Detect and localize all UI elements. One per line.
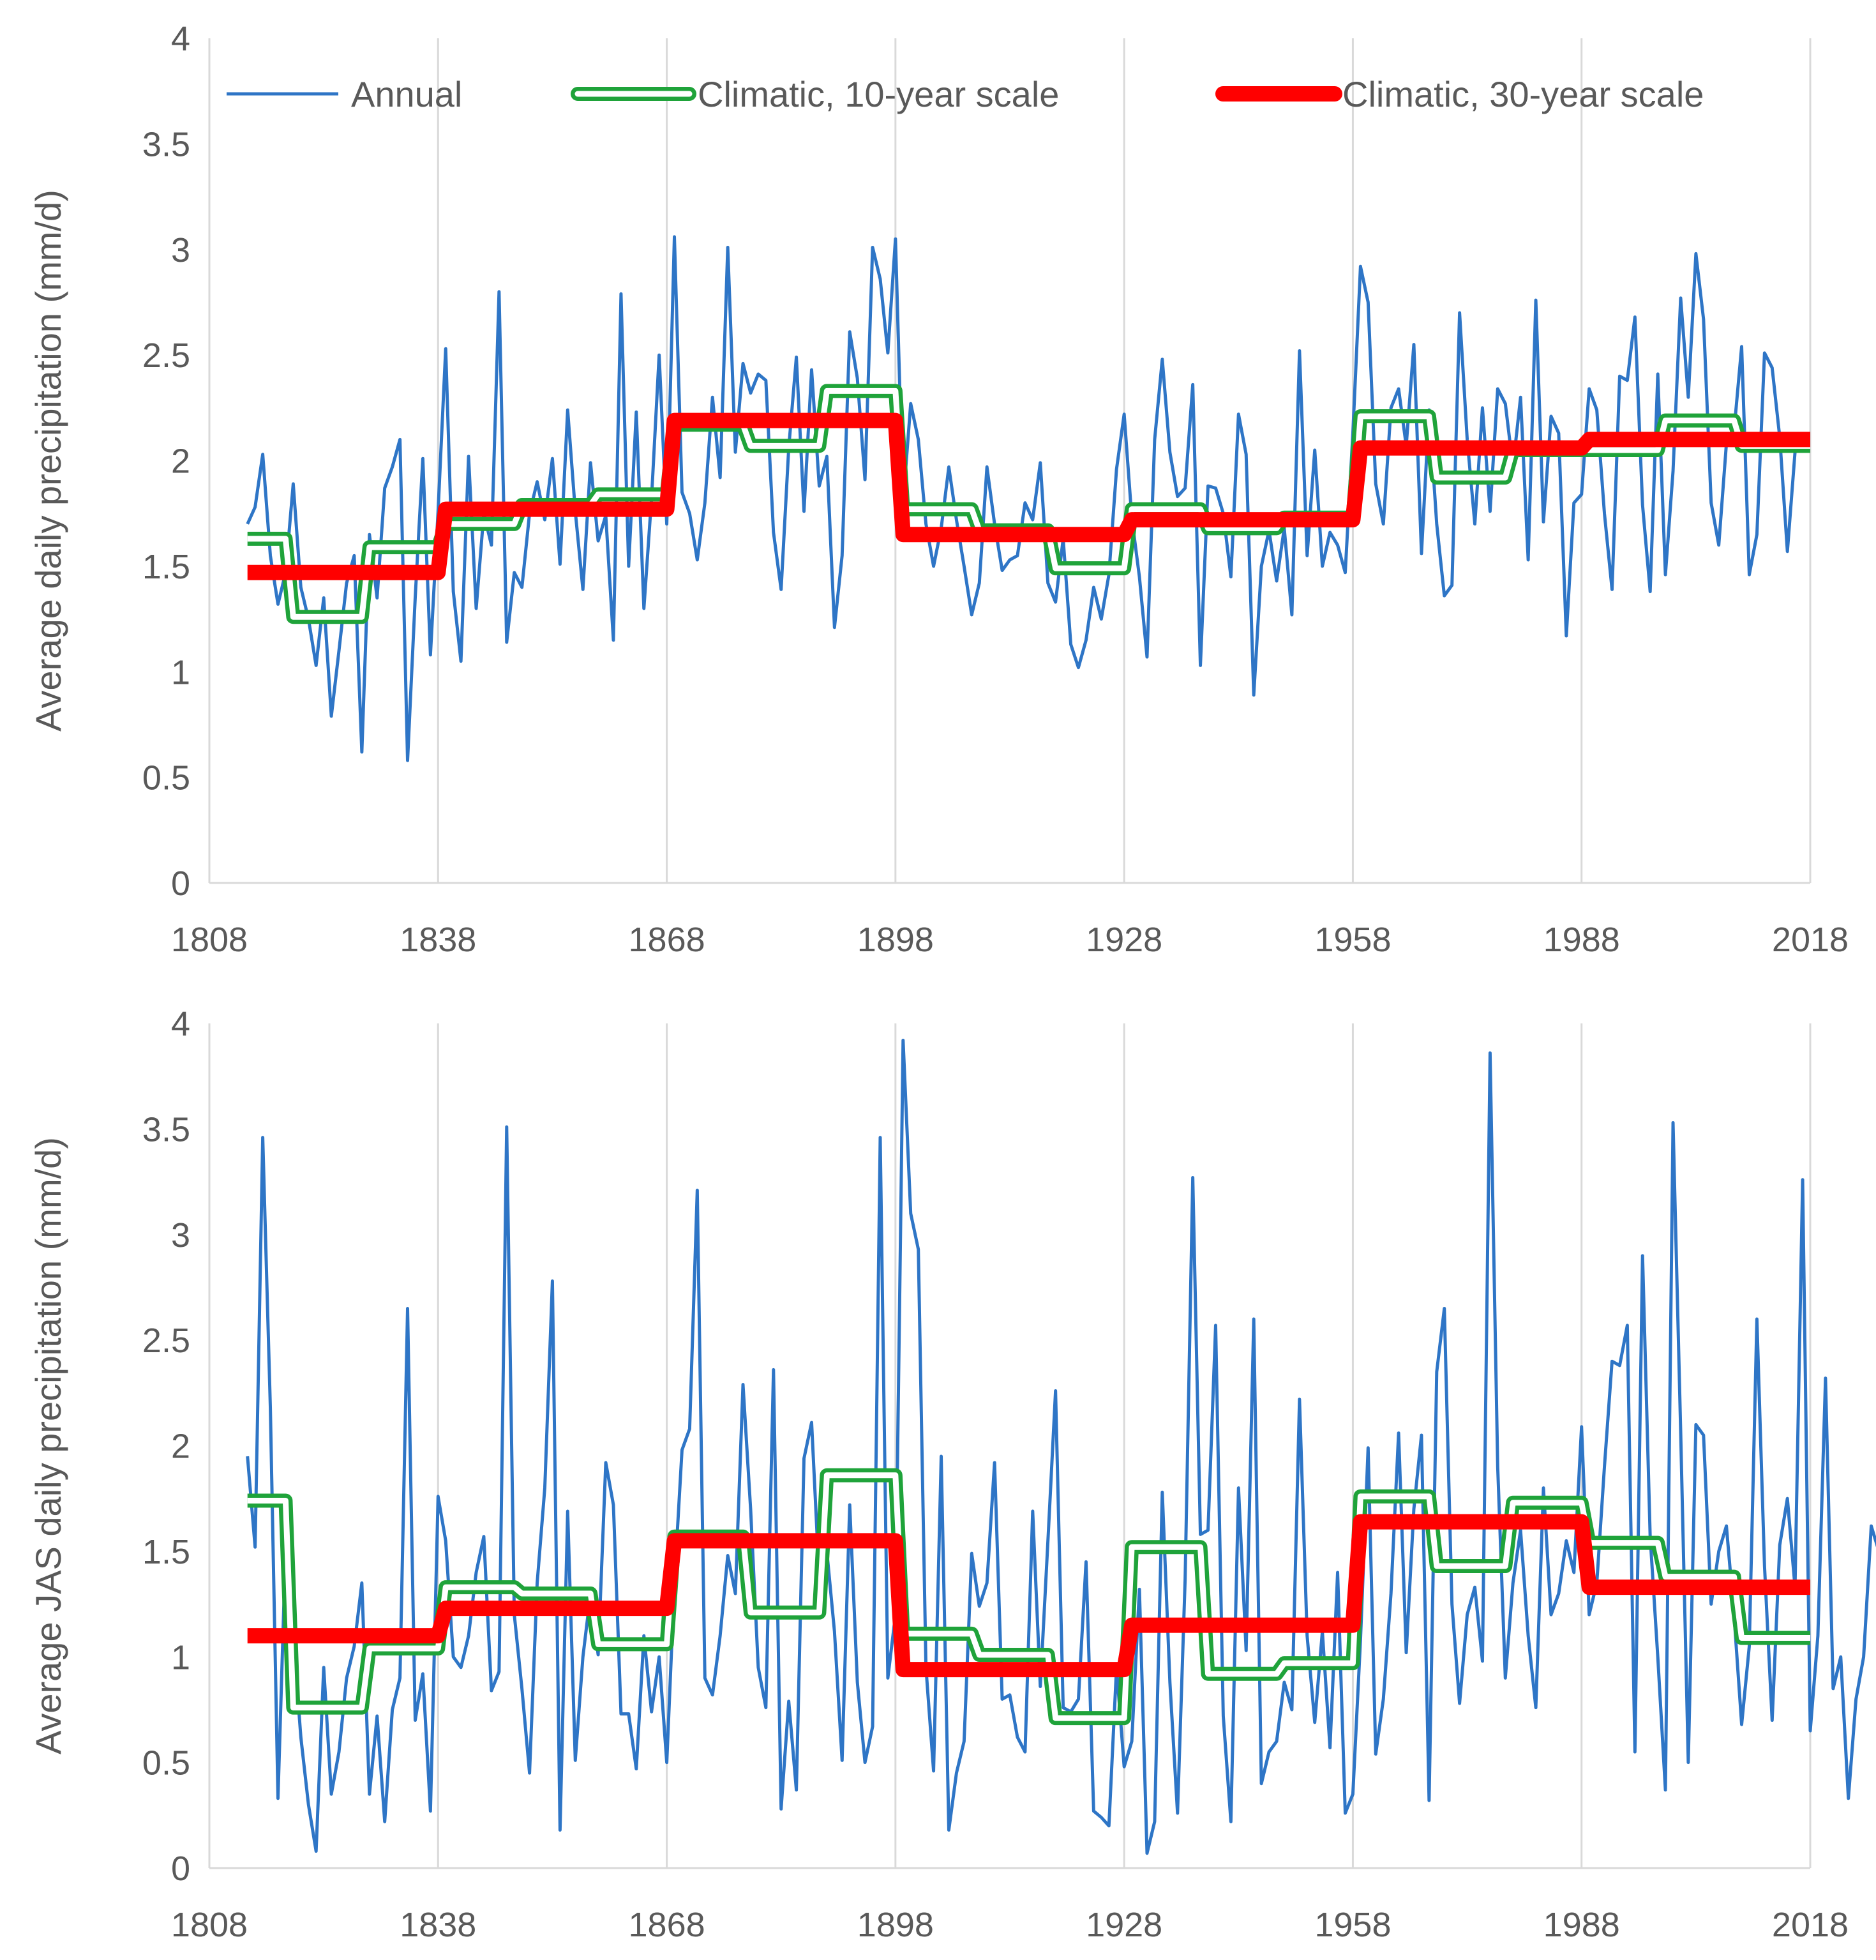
jas-precipitation-chart: 1808 1838 1868 1898 1928 1958 1988 2018 0 0.5 1 1.5…	[28, 1005, 1876, 1944]
y-tick-label: 4	[171, 20, 190, 58]
annual-precipitation-chart: 1808 1838 1868 1898 1928 1958 1988 2018 0 0.5 1 1.5…	[28, 20, 1849, 959]
y-tick-label: 1.5	[142, 1533, 190, 1571]
y-tick-label: 2	[171, 1428, 190, 1466]
x-tick-label: 1808	[171, 1906, 248, 1944]
y-axis-title: Average JAS daily precipitation (mm/d)	[28, 1137, 68, 1754]
y-tick-label: 3.5	[142, 1110, 190, 1149]
x-tick-label: 1838	[400, 921, 476, 959]
legend-item: Climatic, 10-year scale	[571, 74, 1059, 114]
x-tick-label: 2018	[1772, 1906, 1849, 1944]
y-tick-label: 3	[171, 1216, 190, 1255]
series-30-year-line	[247, 412, 1810, 580]
y-tick-label: 0	[171, 1850, 190, 1888]
y-tick-label: 3.5	[142, 125, 190, 163]
x-tick-label: 1958	[1314, 1906, 1391, 1944]
x-tick-label: 1898	[857, 921, 934, 959]
y-tick-label: 4	[171, 1005, 190, 1043]
y-tick-label: 0.5	[142, 759, 190, 797]
x-tick-label: 1988	[1543, 921, 1620, 959]
legend-item: Climatic, 30-year scale	[1215, 74, 1704, 114]
series-annual-line	[246, 1038, 1876, 1855]
x-tick-label: 1898	[857, 1906, 934, 1944]
y-tick-label: 0	[171, 864, 190, 903]
legend: Annual Climatic, 10-year scale Climatic, 3…	[227, 74, 1704, 114]
x-tick-label: 1808	[171, 921, 248, 959]
y-axis-title: Average daily precipitation (mm/d)	[28, 190, 68, 732]
legend-label: Climatic, 10-year scale	[698, 74, 1059, 114]
legend-label: Climatic, 30-year scale	[1342, 74, 1704, 114]
series-10-year-inner	[247, 1472, 1810, 1721]
y-tick-label: 3	[171, 231, 190, 269]
x-tick-label: 1838	[400, 1906, 476, 1944]
x-tick-label: 1958	[1314, 921, 1391, 959]
y-tick-label: 2	[171, 442, 190, 481]
x-tick-label: 1928	[1086, 921, 1162, 959]
gridlines	[208, 1023, 1812, 1868]
y-tick-label: 0.5	[142, 1744, 190, 1783]
y-tick-label: 1	[171, 1638, 190, 1677]
y-tick-label: 1	[171, 653, 190, 691]
x-tick-label: 1928	[1086, 1906, 1162, 1944]
legend-item: Annual	[227, 74, 462, 114]
series-10-year-line	[247, 1468, 1810, 1726]
x-tick-label: 2018	[1772, 921, 1849, 959]
y-tick-label: 1.5	[142, 548, 190, 586]
x-tick-label: 1868	[629, 921, 705, 959]
x-tick-label: 1868	[629, 1906, 705, 1944]
y-tick-label: 2.5	[142, 1322, 190, 1360]
y-tick-label: 2.5	[142, 336, 190, 375]
legend-label: Annual	[351, 74, 462, 114]
series-30-year-line	[247, 1514, 1810, 1678]
x-tick-label: 1988	[1543, 1906, 1620, 1944]
